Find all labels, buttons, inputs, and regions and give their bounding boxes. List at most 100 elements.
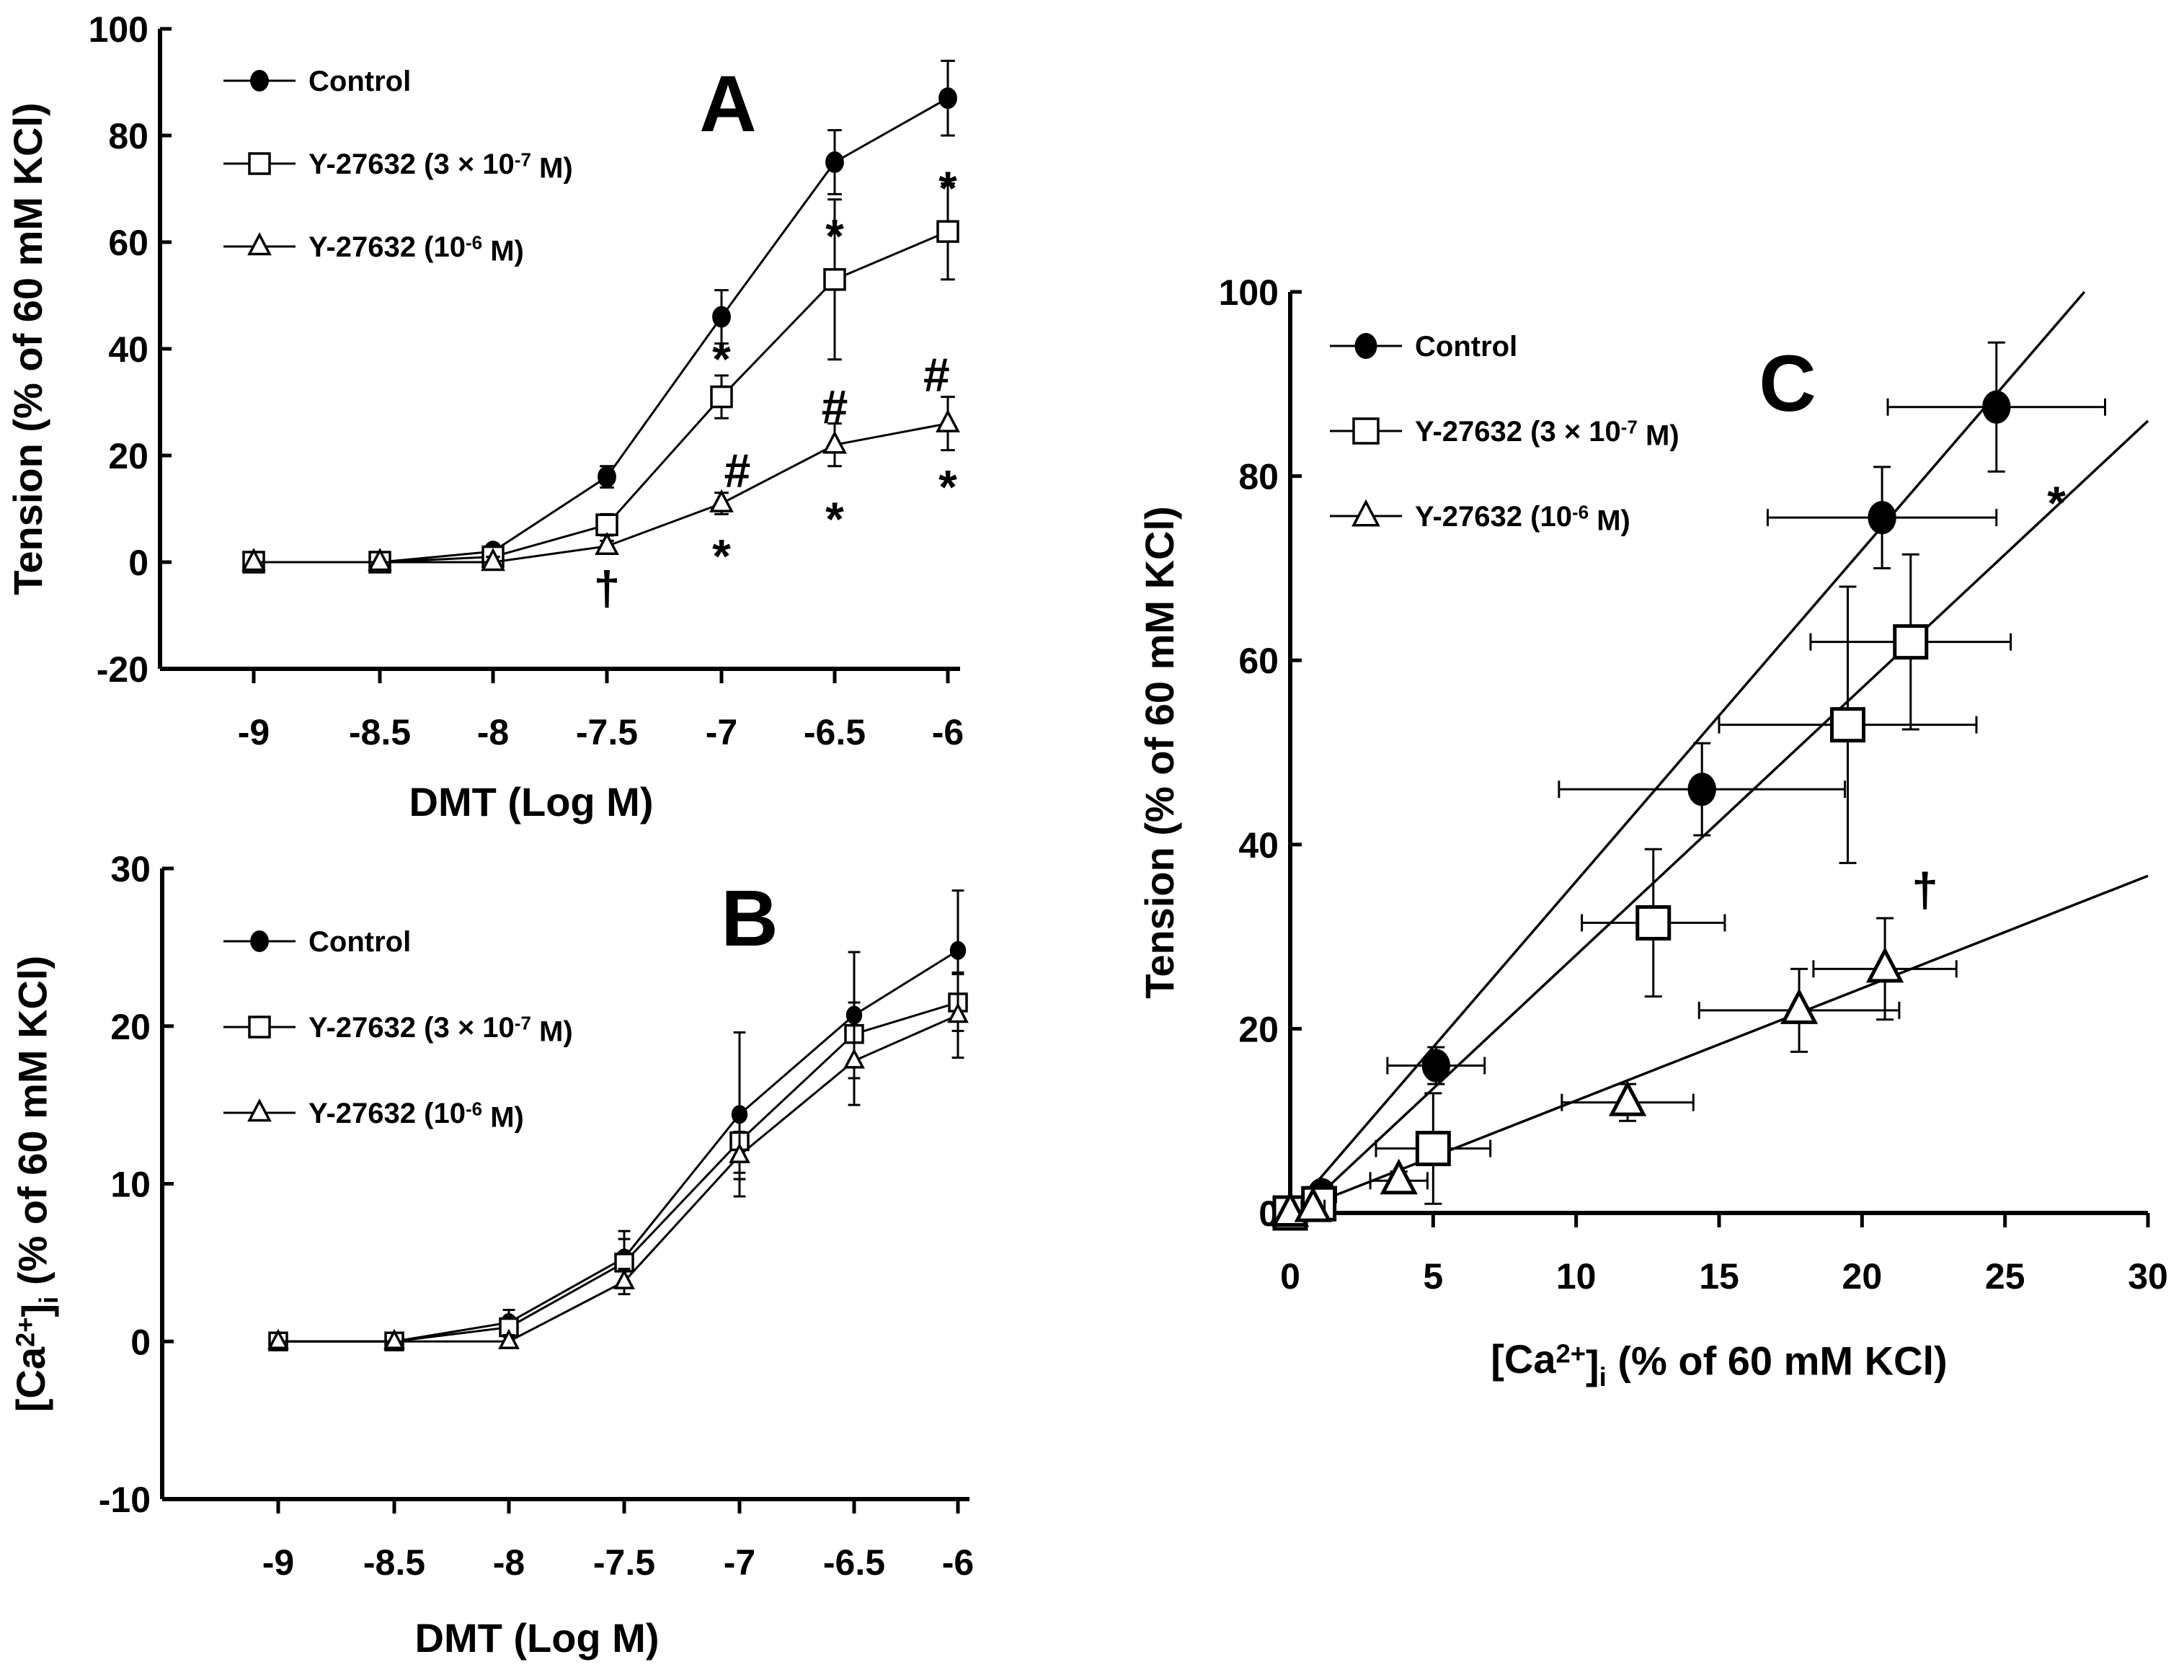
legend-marker	[248, 152, 271, 175]
asterisk-annotation: *	[2047, 476, 2066, 530]
legend-marker	[1354, 333, 1377, 359]
series-3	[267, 971, 969, 1349]
data-point	[947, 1002, 969, 1023]
x-tick-label: -8	[477, 712, 509, 752]
data-point	[823, 268, 846, 291]
data-point	[595, 513, 618, 536]
y-tick-label: 80	[108, 116, 148, 156]
hash-annotation: #	[923, 348, 950, 401]
y-tick-label: 100	[89, 9, 148, 50]
data-point	[709, 489, 734, 512]
x-tick-label: -8.5	[349, 712, 411, 752]
x-tick-label: 15	[1699, 1256, 1739, 1297]
data-point	[383, 1328, 405, 1349]
legend: Control Y-27632 (3 × 10-7 M) Y-27632 (10-6…	[1330, 331, 1679, 537]
legend-marker	[250, 70, 269, 92]
dagger-annotation: †	[1912, 863, 1938, 917]
y-tick-label: 20	[110, 1007, 151, 1047]
y-tick-label: 80	[1238, 457, 1279, 497]
hash-annotation: #	[822, 380, 848, 433]
legend-label: Y-27632 (3 × 10-7 M)	[308, 1012, 573, 1048]
x-tick-label: -6.5	[804, 712, 866, 752]
y-tick-label: 40	[1238, 825, 1279, 866]
data-point	[1608, 1080, 1647, 1116]
y-tick-label: 20	[1238, 1009, 1279, 1049]
legend-label: Control	[1415, 331, 1517, 363]
legend-marker	[1352, 417, 1380, 445]
panel-label: B	[721, 874, 778, 963]
y-tick-label: -20	[97, 649, 148, 690]
series-1	[244, 59, 957, 573]
x-tick-label: -9	[238, 712, 270, 752]
x-tick-label: -6	[932, 712, 964, 752]
data-point	[710, 385, 733, 409]
x-tick-label: 30	[2128, 1256, 2168, 1297]
panel-b: -10 0 10 20 30 -9 -8.5 -8 -7.5 -7 -6.5 -6 DMT (Log M…	[8, 849, 974, 1661]
y-tick-label: 100	[1219, 272, 1279, 313]
data-point	[481, 548, 505, 572]
data-point	[1830, 707, 1865, 743]
data-point	[1415, 1131, 1451, 1167]
data-point	[1982, 390, 2011, 424]
data-point	[729, 1142, 750, 1163]
y-tick-label: 0	[128, 543, 148, 583]
x-tick-label: 5	[1423, 1256, 1443, 1297]
y-tick-label: 0	[130, 1322, 151, 1362]
x-tick-label: -7.5	[576, 712, 638, 752]
y-axis-title: Tension (% of 60 mM KCl)	[5, 102, 50, 595]
data-point	[598, 466, 616, 488]
legend: Control Y-27632 (3 × 10-7 M) Y-27632 (10-6…	[223, 926, 573, 1134]
data-point	[1294, 1186, 1332, 1222]
data-point	[498, 1328, 520, 1349]
series-1	[1276, 341, 2106, 1230]
asterisk-annotation: *	[712, 332, 731, 386]
data-point	[1868, 501, 1896, 535]
legend-marker	[247, 232, 272, 256]
data-point	[936, 409, 960, 432]
data-point	[1380, 1158, 1418, 1195]
y-tick-label: 10	[110, 1165, 151, 1205]
y-tick-label: 60	[1238, 641, 1279, 681]
data-point	[499, 1317, 519, 1338]
data-point	[938, 87, 957, 110]
data-point	[843, 1048, 865, 1069]
dagger-annotation: †	[594, 561, 621, 615]
legend-marker	[250, 930, 269, 952]
data-point	[613, 1268, 635, 1289]
panel-label: A	[699, 60, 756, 148]
x-tick-label: 0	[1280, 1256, 1300, 1297]
y-tick-label: -10	[99, 1480, 151, 1520]
data-point	[595, 531, 619, 556]
x-tick-label: -6.5	[823, 1542, 885, 1583]
asterisk-annotation: *	[825, 492, 844, 546]
x-tick-label: 10	[1556, 1256, 1597, 1297]
legend-marker	[248, 1015, 271, 1039]
hash-annotation: #	[724, 444, 751, 497]
legend-label: Y-27632 (10-6 M)	[308, 1098, 524, 1134]
data-point	[1635, 905, 1672, 941]
data-point	[1421, 1049, 1451, 1083]
data-point	[949, 941, 967, 960]
data-point	[1687, 773, 1716, 806]
panel-a: -20 0 20 40 60 80 100 -9 -8.5 -8 -7.5 -7 -6.5 -6 DMT (…	[5, 9, 964, 825]
data-point	[1780, 988, 1819, 1024]
legend-label: Y-27632 (3 × 10-7 M)	[1415, 416, 1679, 452]
data-point	[822, 430, 847, 454]
x-tick-label: -7	[706, 712, 737, 752]
asterisk-annotation: *	[712, 530, 731, 583]
legend-label: Control	[308, 926, 411, 958]
x-axis-title: [Ca2+]i (% of 60 mM KCl)	[1491, 1336, 1947, 1392]
y-tick-label: 60	[108, 223, 148, 263]
series-3	[1271, 917, 1958, 1227]
data-point	[267, 1328, 289, 1349]
data-point	[936, 220, 959, 243]
asterisk-annotation: *	[938, 460, 957, 513]
x-tick-label: -9	[262, 1542, 294, 1583]
series-3	[241, 396, 960, 572]
legend-marker	[247, 1098, 272, 1122]
legend: Control Y-27632 (3 × 10-7 M) Y-27632 (10-6…	[223, 66, 573, 267]
x-tick-label: -6	[942, 1542, 974, 1583]
y-axis-title: [Ca2+]i (% of 60 mM KCl)	[8, 956, 63, 1412]
data-point	[712, 306, 731, 328]
legend-label: Y-27632 (10-6 M)	[1415, 501, 1630, 537]
